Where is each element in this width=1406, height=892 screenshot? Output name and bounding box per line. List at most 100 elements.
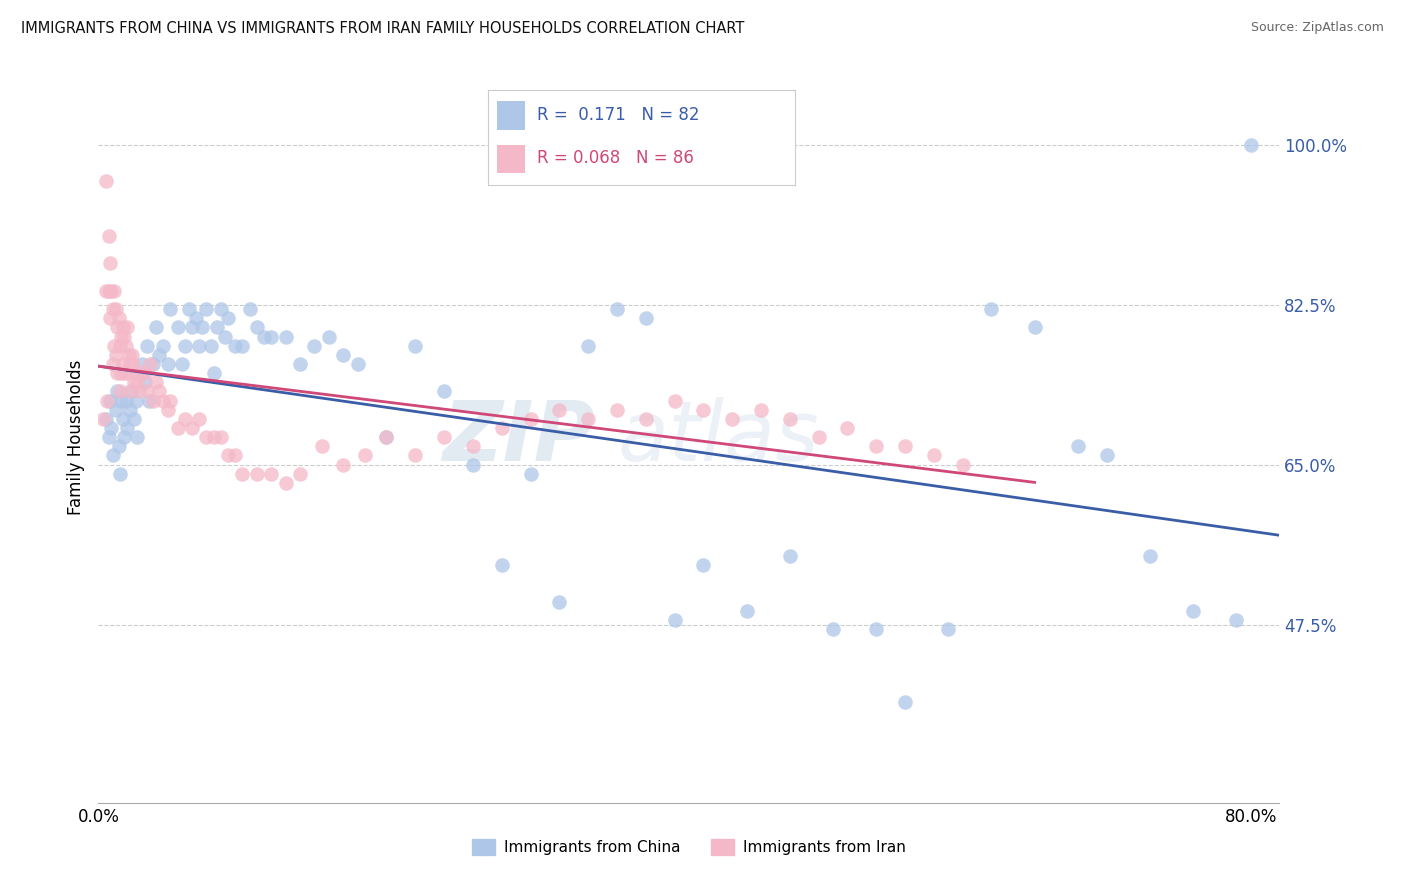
Point bbox=[1095, 448, 1118, 462]
Point bbox=[103, 284, 125, 298]
Point bbox=[519, 467, 541, 481]
Legend: Immigrants from China, Immigrants from Iran: Immigrants from China, Immigrants from I… bbox=[465, 833, 912, 861]
Point bbox=[103, 338, 125, 352]
Point bbox=[114, 338, 136, 352]
Point bbox=[121, 348, 143, 362]
Point bbox=[134, 376, 156, 390]
Point bbox=[1024, 320, 1046, 334]
Point bbox=[112, 329, 135, 343]
Point bbox=[692, 558, 714, 573]
Point bbox=[195, 301, 218, 317]
Point bbox=[179, 301, 201, 317]
Point bbox=[125, 393, 148, 408]
Point bbox=[239, 301, 262, 317]
Point bbox=[246, 467, 269, 481]
Point bbox=[173, 338, 195, 352]
Point bbox=[97, 284, 120, 298]
Point bbox=[217, 448, 239, 462]
Point bbox=[148, 348, 170, 362]
Point bbox=[107, 311, 129, 326]
Point bbox=[166, 320, 188, 334]
Point bbox=[115, 320, 138, 334]
Point bbox=[138, 393, 160, 408]
Point bbox=[195, 430, 218, 444]
Point bbox=[576, 338, 599, 352]
Point bbox=[127, 376, 149, 390]
Point bbox=[634, 311, 657, 326]
Point bbox=[1139, 549, 1161, 563]
Point bbox=[108, 384, 131, 399]
Point bbox=[692, 402, 714, 417]
Point bbox=[191, 320, 214, 334]
Point bbox=[664, 613, 686, 627]
Point bbox=[156, 402, 179, 417]
Point bbox=[105, 320, 128, 334]
Point bbox=[107, 439, 129, 453]
Point bbox=[115, 421, 138, 435]
Point bbox=[1067, 439, 1090, 453]
Point bbox=[188, 412, 211, 426]
Point bbox=[980, 301, 1002, 317]
Point bbox=[375, 430, 398, 444]
Point bbox=[188, 338, 211, 352]
Point bbox=[548, 402, 571, 417]
Point bbox=[142, 357, 165, 371]
Point bbox=[209, 430, 232, 444]
Point bbox=[97, 228, 120, 243]
Point bbox=[120, 357, 142, 371]
Point bbox=[124, 376, 146, 390]
Point bbox=[735, 604, 758, 618]
Point bbox=[110, 329, 132, 343]
Point bbox=[231, 467, 253, 481]
Point bbox=[110, 366, 132, 380]
Point bbox=[181, 320, 204, 334]
Point bbox=[779, 549, 801, 563]
Point bbox=[664, 393, 686, 408]
Point bbox=[749, 402, 772, 417]
Point bbox=[288, 467, 311, 481]
Point bbox=[110, 393, 132, 408]
Point bbox=[253, 329, 276, 343]
Point bbox=[260, 467, 283, 481]
Point bbox=[98, 256, 121, 270]
Point bbox=[122, 357, 145, 371]
Point bbox=[288, 357, 311, 371]
Point bbox=[779, 412, 801, 426]
Point bbox=[114, 393, 136, 408]
Point bbox=[274, 329, 297, 343]
Point bbox=[224, 448, 246, 462]
Point bbox=[118, 348, 141, 362]
Point bbox=[186, 311, 208, 326]
Point bbox=[433, 384, 456, 399]
Point bbox=[936, 622, 959, 636]
Point bbox=[200, 338, 222, 352]
Point bbox=[461, 458, 484, 472]
Point bbox=[120, 384, 142, 399]
Point bbox=[837, 421, 859, 435]
Point bbox=[96, 393, 118, 408]
Point bbox=[1182, 604, 1205, 618]
Point bbox=[274, 475, 297, 490]
Text: ZIP: ZIP bbox=[441, 397, 595, 477]
Point bbox=[173, 412, 195, 426]
Point bbox=[121, 384, 143, 399]
Point bbox=[131, 366, 153, 380]
Point bbox=[548, 594, 571, 608]
Point bbox=[181, 421, 204, 435]
Point bbox=[112, 430, 135, 444]
Point bbox=[1240, 137, 1263, 152]
Point bbox=[491, 421, 513, 435]
Point bbox=[101, 301, 124, 317]
Point bbox=[865, 439, 887, 453]
Point bbox=[166, 421, 188, 435]
Point bbox=[170, 357, 193, 371]
Point bbox=[115, 366, 138, 380]
Point bbox=[136, 384, 159, 399]
Point bbox=[894, 439, 917, 453]
Point bbox=[634, 412, 657, 426]
Point bbox=[231, 338, 253, 352]
Point bbox=[108, 338, 131, 352]
Point bbox=[124, 412, 146, 426]
Point bbox=[202, 430, 225, 444]
Point bbox=[214, 329, 236, 343]
